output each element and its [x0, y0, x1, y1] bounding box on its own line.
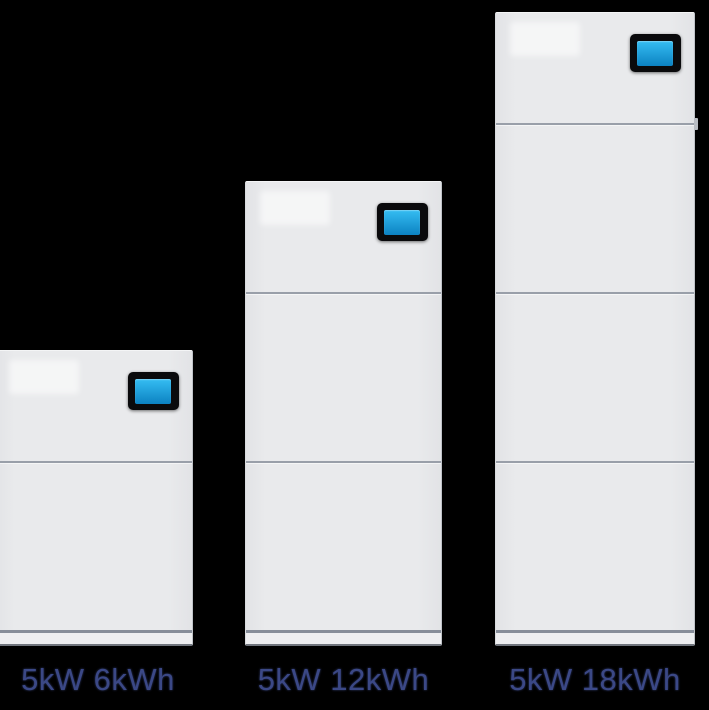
battery-module — [496, 118, 698, 292]
inverter-head-unit — [246, 182, 441, 292]
battery-tower-18kwh — [495, 12, 698, 646]
base-plinth — [0, 630, 192, 644]
battery-module — [496, 461, 694, 630]
battery-module — [0, 461, 192, 630]
hinge-tab — [694, 118, 698, 130]
battery-module — [246, 461, 441, 630]
battery-module — [246, 292, 441, 461]
brand-logo-faint — [9, 360, 79, 394]
product-label-6kwh: 5kW 6kWh — [21, 662, 175, 697]
base-plinth — [246, 630, 441, 644]
display-screen-glass — [637, 41, 673, 66]
display-screen-glass — [384, 210, 420, 235]
battery-tower-6kwh — [0, 350, 193, 646]
battery-tower-12kwh — [245, 181, 442, 646]
product-label-12kwh: 5kW 12kWh — [257, 662, 430, 697]
battery-module — [496, 292, 694, 461]
display-screen-glass — [135, 379, 171, 404]
brand-logo-faint — [260, 191, 330, 225]
base-plinth — [496, 630, 694, 644]
display-screen — [377, 203, 428, 241]
inverter-head-unit — [0, 351, 192, 461]
product-label-18kwh: 5kW 18kWh — [509, 662, 681, 697]
display-screen — [630, 34, 681, 72]
inverter-head-unit — [496, 13, 694, 123]
brand-logo-faint — [510, 22, 580, 56]
display-screen — [128, 372, 179, 410]
